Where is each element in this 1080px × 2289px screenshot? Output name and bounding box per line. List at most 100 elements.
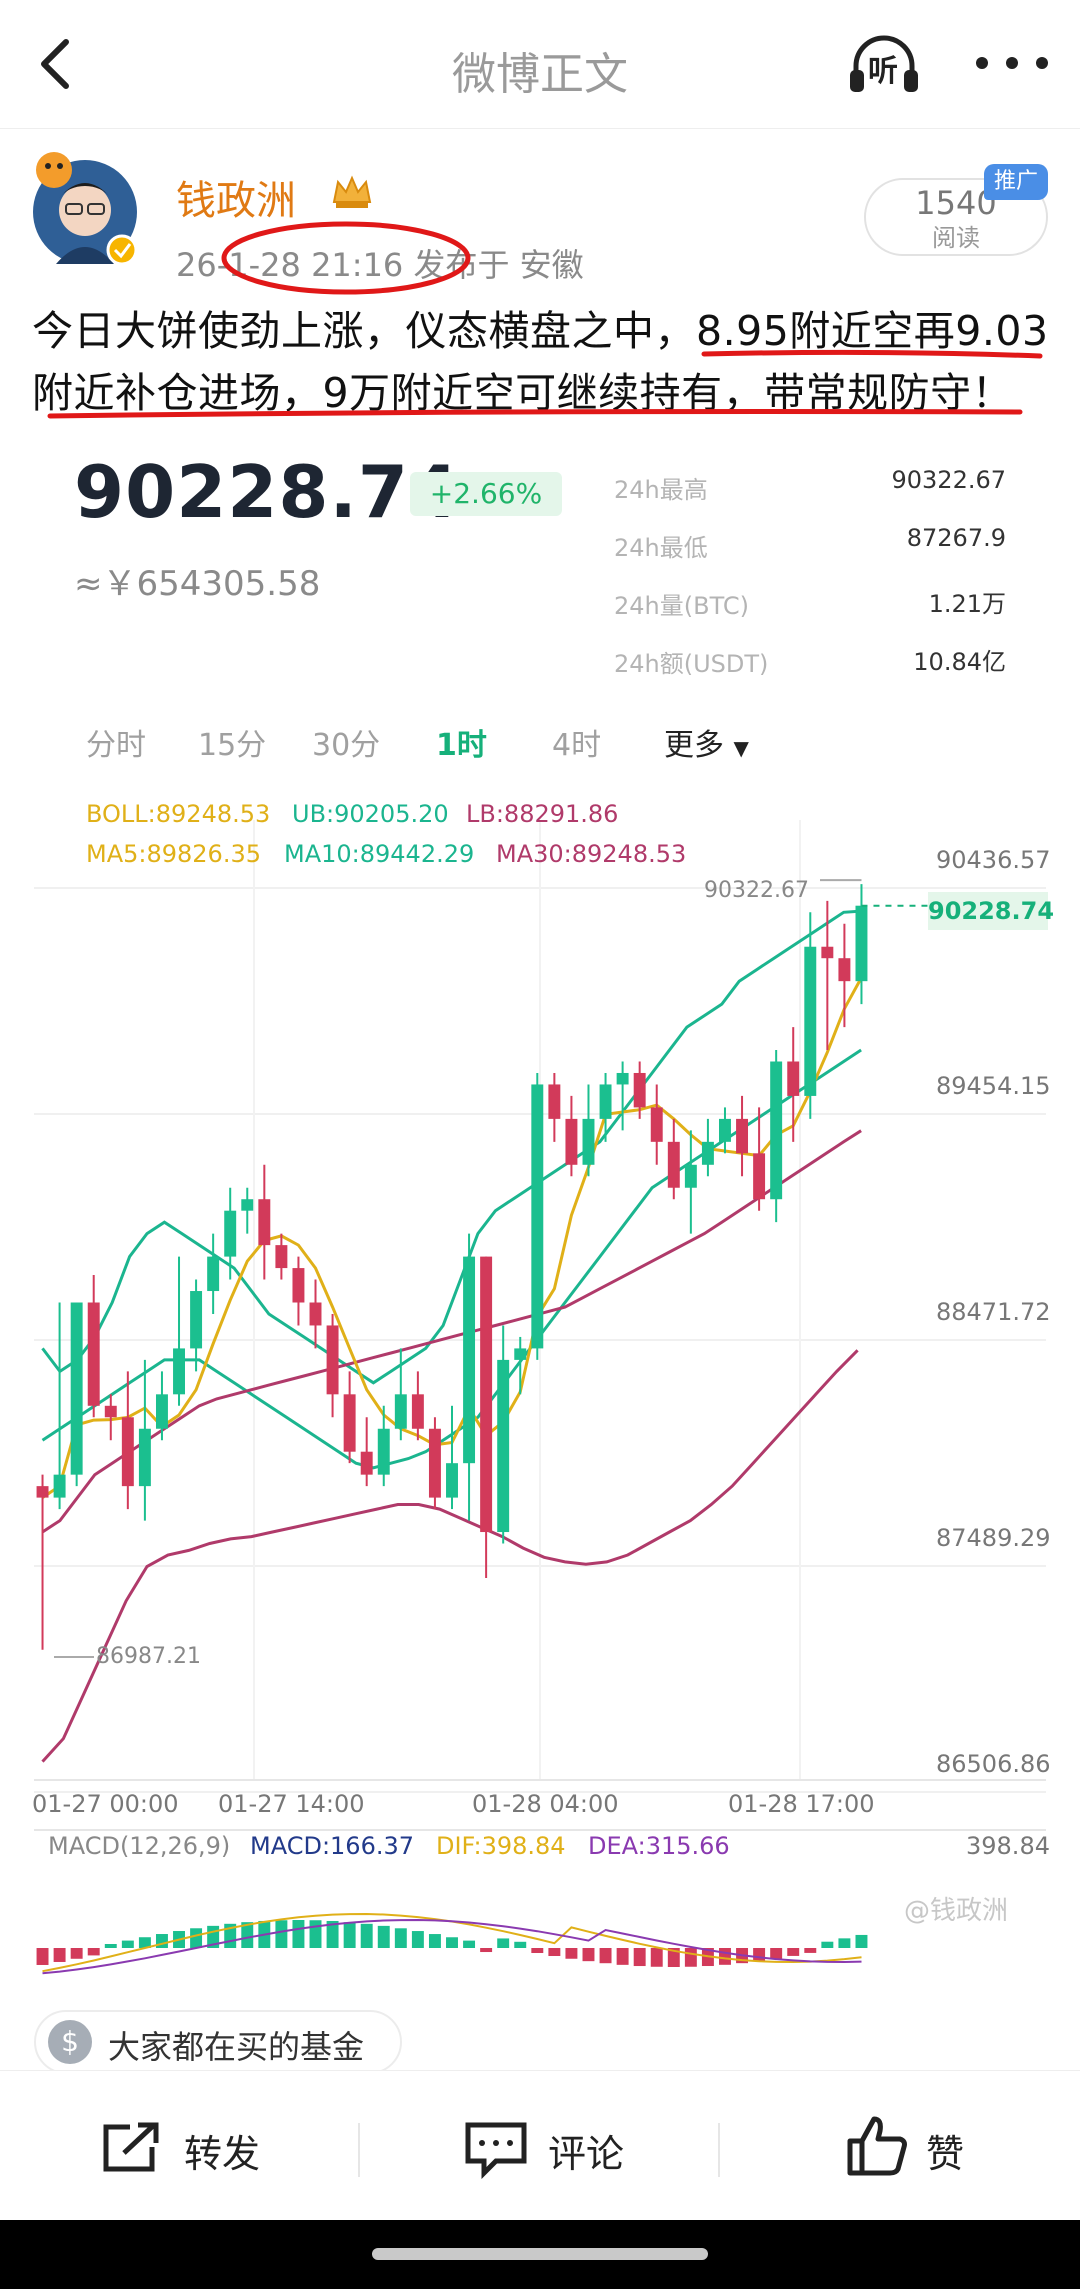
macd-axis-value: 398.84 (966, 1832, 1050, 1860)
listen-headphones-icon[interactable]: 听 (848, 34, 920, 94)
comment-icon (465, 2122, 527, 2179)
candle-body (667, 1141, 680, 1188)
candle-body (701, 1141, 714, 1165)
macd-bar (650, 1948, 663, 1967)
candle-body (616, 1072, 629, 1085)
candle-body (838, 958, 851, 982)
stat-label-turnover: 24h额(USDT) (614, 650, 769, 678)
more-horizontal-icon[interactable] (972, 48, 1052, 78)
candle-body (326, 1325, 339, 1395)
macd-bar (446, 1937, 458, 1948)
macd-bar (394, 1928, 407, 1948)
legend-ma5: MA5:89826.35 (86, 840, 261, 868)
x-tick-1: 01-27 00:00 (32, 1790, 179, 1818)
chart-svg (34, 820, 1046, 1975)
repost-button[interactable]: 转发 (100, 2119, 310, 2179)
comment-label: 评论 (548, 2132, 625, 2176)
tab-timeframe-1h[interactable]: 1时 (436, 728, 487, 763)
macd-bar (855, 1934, 868, 1948)
y-tick-4: 87489.29 (936, 1524, 1051, 1552)
promo-badge: 推广 (984, 164, 1048, 200)
candlestick-chart[interactable]: BOLL:89248.53 UB:90205.20 LB:88291.86 MA… (0, 780, 1080, 1980)
dea-line (42, 1918, 862, 1975)
macd-bar (804, 1948, 817, 1953)
comment-button[interactable]: 评论 (464, 2119, 674, 2179)
candle-body (207, 1256, 220, 1292)
stat-value-volume: 1.21万 (928, 590, 1006, 618)
stat-value-low: 87267.9 (906, 524, 1006, 552)
candle-body (104, 1405, 117, 1418)
tab-timeframe-15m[interactable]: 15分 (198, 728, 267, 763)
tab-timeframe-4h[interactable]: 4时 (552, 728, 602, 763)
candle-body (36, 1486, 49, 1498)
candle-body (821, 946, 834, 959)
candle-body (599, 1084, 612, 1119)
tab-timeframe-line[interactable]: 分时 (86, 728, 146, 763)
macd-bar (36, 1948, 49, 1965)
macd-bar (838, 1938, 851, 1948)
macd-bar (514, 1941, 527, 1948)
candle-body (548, 1084, 561, 1119)
bottom-action-bar: 转发 评论 赞 (0, 2070, 1080, 2221)
candle-body (224, 1210, 237, 1257)
fund-recommendation-pill[interactable]: $ 大家都在买的基金 (34, 2010, 402, 2074)
candle-body (394, 1394, 407, 1429)
candle-body (633, 1072, 646, 1108)
home-indicator[interactable] (372, 2248, 708, 2260)
candle-body (309, 1302, 322, 1326)
stat-value-high: 90322.67 (891, 466, 1006, 494)
x-tick-4: 01-28 17:00 (728, 1790, 875, 1818)
macd-bar (411, 1931, 424, 1948)
read-count: 1540 (915, 184, 997, 222)
read-count-box: 1540 阅读 (864, 178, 1048, 256)
candle-body (753, 1153, 766, 1200)
macd-value: MACD:166.37 (250, 1832, 415, 1860)
macd-bar (633, 1948, 646, 1967)
candle-body (428, 1428, 441, 1498)
macd-histogram (36, 1912, 868, 1975)
listen-label: 听 (868, 54, 898, 89)
high-price-marker: 90322.67 (704, 878, 809, 903)
avatar[interactable] (26, 150, 144, 268)
macd-bar (428, 1934, 441, 1948)
candle-body (804, 946, 817, 1096)
more-label: 更多 (664, 728, 724, 763)
stat-label-low: 24h最低 (614, 534, 708, 562)
macd-bar (582, 1948, 595, 1962)
share-icon (103, 2122, 159, 2172)
macd-bar (667, 1948, 680, 1967)
dollar-icon: $ (48, 2020, 92, 2064)
macd-bar (70, 1948, 83, 1959)
chart-candles (36, 879, 928, 1658)
macd-bar (224, 1923, 237, 1948)
macd-bar (104, 1944, 117, 1948)
current-price-tag: 90228.74 (928, 892, 1054, 930)
legend-ma10: MA10:89442.29 (284, 840, 475, 868)
candle-body (770, 1061, 783, 1200)
tab-timeframe-30m[interactable]: 30分 (312, 728, 381, 763)
legend-boll: BOLL:89248.53 (86, 800, 271, 828)
macd-bar (138, 1937, 151, 1948)
author-name[interactable]: 钱政洲 (176, 178, 296, 224)
candle-body (855, 905, 868, 982)
macd-bar (343, 1922, 356, 1948)
chevron-left-icon[interactable] (30, 36, 86, 92)
post-text-underlined: 8.95附近空再9.03附近补仓进场，9万附近空可继续持有，带常规防守！ (32, 307, 1049, 417)
macd-bar (616, 1948, 629, 1965)
candle-body (497, 1359, 510, 1533)
macd-bar (326, 1920, 339, 1948)
macd-bar (360, 1923, 373, 1948)
repost-label: 转发 (184, 2132, 261, 2176)
candle-body (53, 1474, 66, 1498)
price-change-badge: +2.66% (410, 472, 562, 516)
macd-params: MACD(12,26,9) (48, 1832, 231, 1860)
macd-bar (53, 1948, 66, 1962)
candle-body (241, 1199, 254, 1211)
candle-body (87, 1302, 100, 1406)
candle-body (173, 1348, 185, 1395)
like-button[interactable]: 赞 (846, 2115, 1006, 2179)
tab-timeframe-more[interactable]: 更多 ▼ (664, 720, 749, 764)
action-separator (718, 2123, 720, 2177)
candle-body (565, 1118, 578, 1165)
dif-value: DIF:398.84 (436, 1832, 566, 1860)
